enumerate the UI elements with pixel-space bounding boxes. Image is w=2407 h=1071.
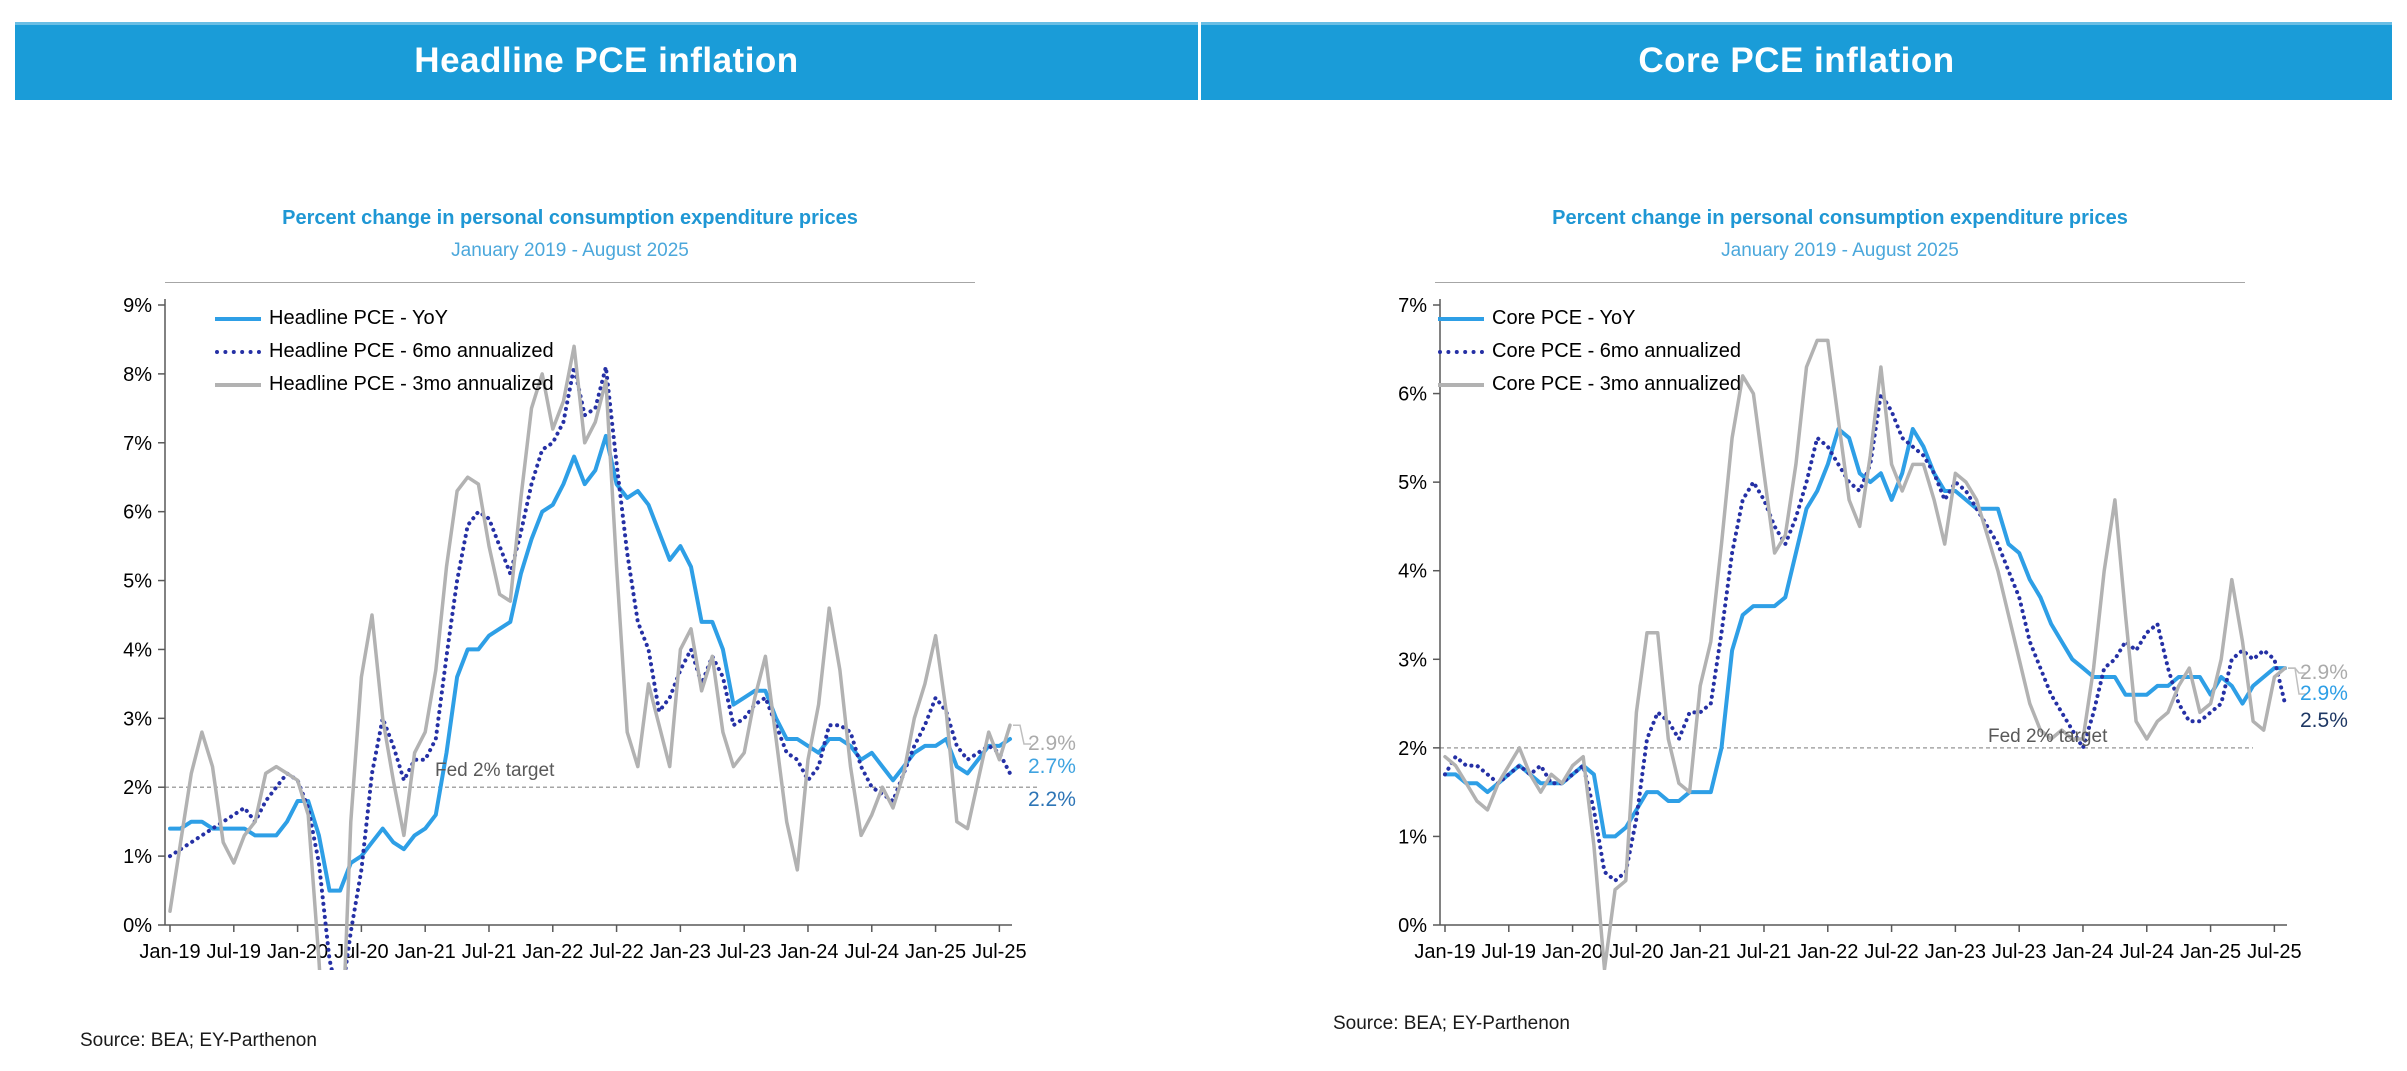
x-tick-label: Jan-19 [139,941,200,963]
x-tick-label: Jan-24 [2052,941,2113,963]
x-tick-label: Jan-24 [777,941,838,963]
end-label-6mo-core: 2.5% [2300,709,2348,732]
end-label-yoy-core: 2.9% [2300,682,2348,705]
x-tick-label: Jan-23 [1925,941,1986,963]
y-tick-label: 9% [123,295,152,317]
x-tick-label: Jul-20 [334,941,388,963]
x-tick-label: Jan-22 [522,941,583,963]
x-tick-label: Jan-20 [1542,941,1603,963]
end-label-3mo-headline: 2.9% [1028,732,1076,755]
y-tick-label: 5% [1398,472,1427,494]
fed-target-label-core: Fed 2% target [1988,726,2108,747]
y-tick-label: 6% [1398,384,1427,406]
y-tick-label: 7% [1398,295,1427,317]
legend-line-sample-6mo [1438,349,1484,354]
legend-line-sample-yoy [1438,316,1484,321]
header-bar-core: Core PCE inflation [1201,22,2392,100]
y-tick-label: 0% [1398,915,1427,937]
x-tick-label: Jul-24 [2120,941,2174,963]
legend-label: Core PCE - 6mo annualized [1492,340,1742,362]
legend-row: Headline PCE - 6mo annualized [215,335,554,368]
y-tick-label: 0% [123,915,152,937]
y-tick-label: 8% [123,364,152,386]
legend-line-sample-6mo [215,349,261,354]
x-tick-label: Jul-19 [207,941,261,963]
x-tick-label: Jan-20 [267,941,328,963]
x-tick-label: Jul-19 [1482,941,1536,963]
series-line-1-1 [1443,391,2287,883]
x-tick-label: Jan-23 [650,941,711,963]
x-tick-label: Jan-22 [1797,941,1858,963]
chart-date-range-headline: January 2019 - August 2025 [451,240,689,261]
legend-line-sample-yoy [215,316,261,321]
legend-label: Headline PCE - 3mo annualized [269,373,554,395]
legend-label: Core PCE - YoY [1492,307,1636,329]
x-tick-label: Jul-25 [2247,941,2301,963]
end-label-6mo-headline: 2.2% [1028,788,1076,811]
series-line-0-2 [168,344,1012,970]
legend-line-sample-3mo [215,382,261,387]
end-label-connector [1013,724,1031,745]
x-tick-label: Jul-23 [1992,941,2046,963]
fed-target-label-headline: Fed 2% target [435,760,555,781]
y-tick-label: 2% [1398,738,1427,760]
end-label-3mo-core: 2.9% [2300,661,2348,684]
x-tick-label: Jan-25 [905,941,966,963]
series-line-0-0 [168,433,1012,893]
x-tick-label: Jul-22 [589,941,643,963]
legend-row: Headline PCE - 3mo annualized [215,368,554,401]
x-tick-label: Jul-22 [1864,941,1918,963]
legend-row: Core PCE - YoY [1438,302,1741,335]
x-tick-label: Jul-24 [845,941,899,963]
y-tick-label: 1% [123,846,152,868]
x-tick-label: Jan-19 [1414,941,1475,963]
axes [164,299,1012,926]
legend-headline: Headline PCE - YoY Headline PCE - 6mo an… [215,302,554,401]
x-tick-label: Jan-21 [1670,941,1731,963]
y-tick-label: 3% [1398,649,1427,671]
y-tick-label: 4% [1398,561,1427,583]
legend-label: Headline PCE - 6mo annualized [269,340,554,362]
y-tick-label: 7% [123,433,152,455]
axes [1439,299,2287,926]
x-tick-label: Jul-20 [1609,941,1663,963]
x-tick-label: Jul-23 [717,941,771,963]
legend-row: Headline PCE - YoY [215,302,554,335]
subtitle-rule-core [1435,282,2245,283]
legend-row: Core PCE - 6mo annualized [1438,335,1741,368]
x-tick-label: Jul-21 [1737,941,1791,963]
source-note-core: Source: BEA; EY-Parthenon [1333,1013,1570,1034]
x-tick-label: Jan-21 [395,941,456,963]
chart-subtitle-headline: Percent change in personal consumption e… [282,207,858,229]
y-tick-label: 4% [123,639,152,661]
x-tick-label: Jul-25 [972,941,1026,963]
legend-label: Core PCE - 3mo annualized [1492,373,1742,395]
subtitle-rule-headline [165,282,975,283]
x-tick-label: Jul-21 [462,941,516,963]
y-tick-label: 3% [123,708,152,730]
header-title-headline: Headline PCE inflation [414,41,799,80]
end-label-yoy-headline: 2.7% [1028,755,1076,778]
series-line-1-2 [1443,338,2287,970]
legend-label: Headline PCE - YoY [269,307,449,329]
legend-core: Core PCE - YoY Core PCE - 6mo annualized… [1438,302,1741,401]
header-title-core: Core PCE inflation [1638,41,1955,80]
x-tick-label: Jan-25 [2180,941,2241,963]
y-tick-label: 1% [1398,826,1427,848]
header-bar-headline: Headline PCE inflation [15,22,1198,100]
legend-row: Core PCE - 3mo annualized [1438,368,1741,401]
y-tick-label: 6% [123,502,152,524]
chart-date-range-core: January 2019 - August 2025 [1721,240,1959,261]
chart-subtitle-core: Percent change in personal consumption e… [1552,207,2128,229]
legend-line-sample-3mo [1438,382,1484,387]
series-line-0-1 [168,365,1012,970]
y-tick-label: 2% [123,777,152,799]
end-label-connector [2288,667,2306,695]
source-note-headline: Source: BEA; EY-Parthenon [80,1030,317,1051]
y-tick-label: 5% [123,571,152,593]
